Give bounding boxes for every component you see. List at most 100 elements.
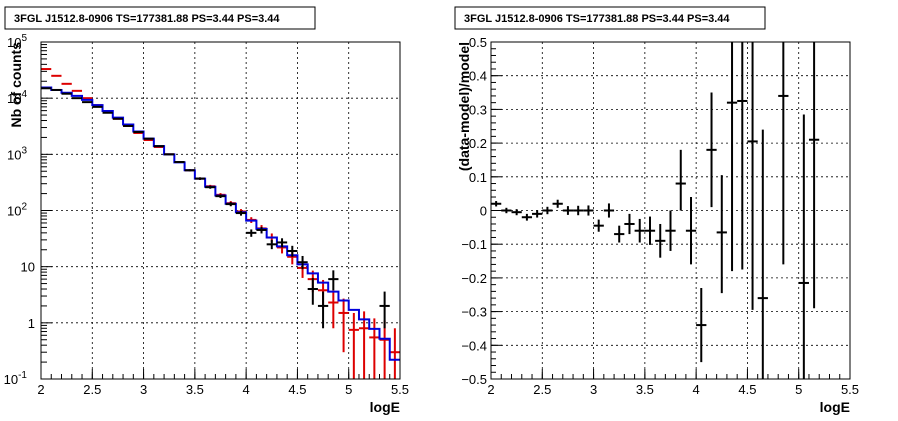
right-data-point: [778, 42, 789, 265]
left-data-point: [246, 229, 257, 237]
right-x-axis-title: logE: [820, 399, 850, 415]
right-data-point: [737, 42, 748, 270]
left-x-tick-label: 3: [140, 382, 147, 397]
left-data-point: [174, 161, 185, 164]
left-data-point: [133, 130, 144, 133]
left-panel: 3FGL J1512.8-0906 TS=177381.88 PS=3.44 P…: [4, 6, 409, 415]
left-grid: [41, 42, 400, 379]
left-data-point: [194, 177, 206, 180]
right-y-tick-label: 0.4: [469, 69, 487, 84]
right-y-tick-label: 0.1: [469, 170, 487, 185]
left-data-point: [215, 194, 226, 198]
right-data-point: [726, 42, 738, 272]
right-data-point: [532, 210, 543, 218]
left-data-point: [153, 145, 165, 148]
right-data-point: [552, 199, 563, 208]
left-data-point: [184, 169, 195, 172]
right-data-point: [614, 225, 625, 243]
right-grid: [491, 42, 850, 379]
right-data-point: [583, 205, 594, 216]
left-data-point: [143, 137, 154, 140]
left-y-tick-label: 103: [7, 145, 27, 162]
right-data-point: [501, 207, 512, 214]
right-x-tick-label: 2: [487, 382, 494, 397]
right-data-point: [757, 129, 768, 379]
left-data-point: [205, 185, 216, 189]
left-y-tick-label: 1: [28, 316, 35, 331]
left-data-point: [276, 238, 288, 248]
blue-model-line: [41, 86, 400, 361]
right-data-points: [491, 42, 820, 379]
left-data-point: [307, 277, 318, 305]
left-x-tick-label: 2: [37, 382, 44, 397]
left-model-red: [41, 68, 400, 379]
right-y-tick-label: −0.3: [461, 305, 487, 320]
right-data-point: [696, 288, 707, 363]
left-x-tick-label: 5: [345, 382, 352, 397]
right-data-point: [644, 216, 656, 245]
left-data-point: [287, 245, 298, 257]
right-x-tick-label: 3: [590, 382, 597, 397]
left-x-tick-label: 2.5: [83, 382, 101, 397]
right-data-point: [747, 42, 758, 310]
left-data-point: [102, 111, 113, 114]
right-data-point: [808, 42, 820, 309]
left-x-axis-title: logE: [370, 399, 400, 415]
left-x-tick-label: 5.5: [391, 382, 409, 397]
right-x-tick-label: 3.5: [636, 382, 654, 397]
right-y-ticks: −0.5 −0.4 −0.3 −0.2 −0.1 0 0.1 0.2 0.3 0.4 0.5: [461, 35, 502, 387]
left-data-point: [256, 226, 267, 234]
left-y-tick-label: 10-1: [4, 370, 28, 387]
right-x-tick-label: 4.5: [738, 382, 756, 397]
right-x-tick-label: 2.5: [533, 382, 551, 397]
right-y-tick-label: 0.5: [469, 35, 487, 50]
right-data-point: [675, 149, 686, 211]
left-data-point: [164, 153, 175, 156]
left-data-point: [123, 124, 134, 127]
right-data-point: [665, 210, 676, 251]
left-data-point: [266, 239, 277, 250]
right-y-tick-label: −0.1: [461, 237, 487, 252]
right-x-tick-label: 4: [693, 382, 700, 397]
left-y-axis-title: Nb of counts: [8, 42, 24, 128]
left-x-tick-label: 3.5: [186, 382, 204, 397]
right-y-tick-label: −0.2: [461, 271, 487, 286]
right-y-tick-label: 0.2: [469, 136, 487, 151]
right-data-point: [521, 213, 533, 221]
left-x-ticks: 2 2.5 3 3.5 4 4.5 5 5.5: [37, 369, 409, 397]
right-data-point: [562, 206, 574, 215]
right-data-point: [593, 219, 604, 232]
left-data-point: [317, 291, 329, 329]
right-data-point: [716, 175, 727, 294]
left-y-tick-label: 102: [7, 202, 27, 219]
right-x-ticks: 2 2.5 3 3.5 4 4.5 5 5.5: [487, 369, 859, 397]
right-x-tick-label: 5: [795, 382, 802, 397]
left-title-box: [4, 6, 316, 30]
left-x-tick-label: 4: [243, 382, 250, 397]
left-title: 3FGL J1512.8-0906 TS=177381.88 PS=3.44 P…: [14, 13, 280, 25]
right-y-tick-label: −0.4: [461, 338, 487, 353]
right-title: 3FGL J1512.8-0906 TS=177381.88 PS=3.44 P…: [464, 13, 730, 25]
right-data-point: [634, 218, 645, 243]
left-data-point: [235, 210, 247, 216]
right-data-point: [542, 206, 553, 215]
right-data-point: [798, 114, 809, 379]
right-x-tick-label: 5.5: [841, 382, 859, 397]
right-data-point: [624, 213, 635, 235]
right-data-point: [655, 223, 666, 258]
left-y-ticks: 10-1 1 10 102 103 104 105: [4, 33, 52, 387]
left-data-points: [41, 87, 390, 329]
left-y-tick-label: 105: [7, 33, 27, 50]
right-data-point: [603, 203, 615, 218]
right-data-point: [511, 209, 522, 216]
left-y-tick-label: 10: [21, 260, 35, 275]
right-data-point: [573, 205, 584, 216]
left-x-tick-label: 4.5: [288, 382, 306, 397]
left-data-point: [297, 255, 308, 270]
left-model-blue: [41, 86, 400, 361]
left-data-point: [82, 101, 93, 104]
right-y-tick-label: −0.5: [461, 372, 487, 387]
right-panel: 3FGL J1512.8-0906 TS=177381.88 PS=3.44 P…: [454, 6, 859, 415]
left-data-point: [92, 105, 103, 108]
left-data-point: [328, 270, 339, 291]
